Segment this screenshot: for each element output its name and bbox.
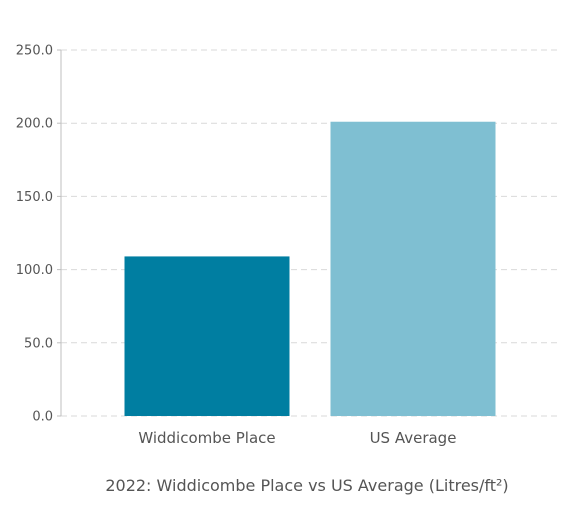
chart-caption: 2022: Widdicombe Place vs US Average (Li… bbox=[105, 476, 508, 495]
y-tick-label: 0.0 bbox=[32, 410, 53, 425]
x-category-labels: Widdicombe Place US Average bbox=[138, 429, 456, 447]
y-tick-label: 100.0 bbox=[16, 263, 53, 278]
y-tick-label: 50.0 bbox=[24, 336, 53, 351]
bar-us-average bbox=[330, 121, 496, 417]
x-category-label: US Average bbox=[370, 429, 457, 447]
bar-widdicombe-place bbox=[124, 256, 290, 416]
x-category-label: Widdicombe Place bbox=[138, 429, 275, 447]
y-axis bbox=[57, 49, 62, 417]
y-tick-label: 200.0 bbox=[16, 117, 53, 132]
y-tick-label: 250.0 bbox=[16, 44, 53, 59]
bars bbox=[124, 121, 496, 417]
y-tick-label: 150.0 bbox=[16, 190, 53, 205]
y-tick-labels: 0.0 50.0 100.0 150.0 200.0 250.0 bbox=[16, 44, 53, 425]
